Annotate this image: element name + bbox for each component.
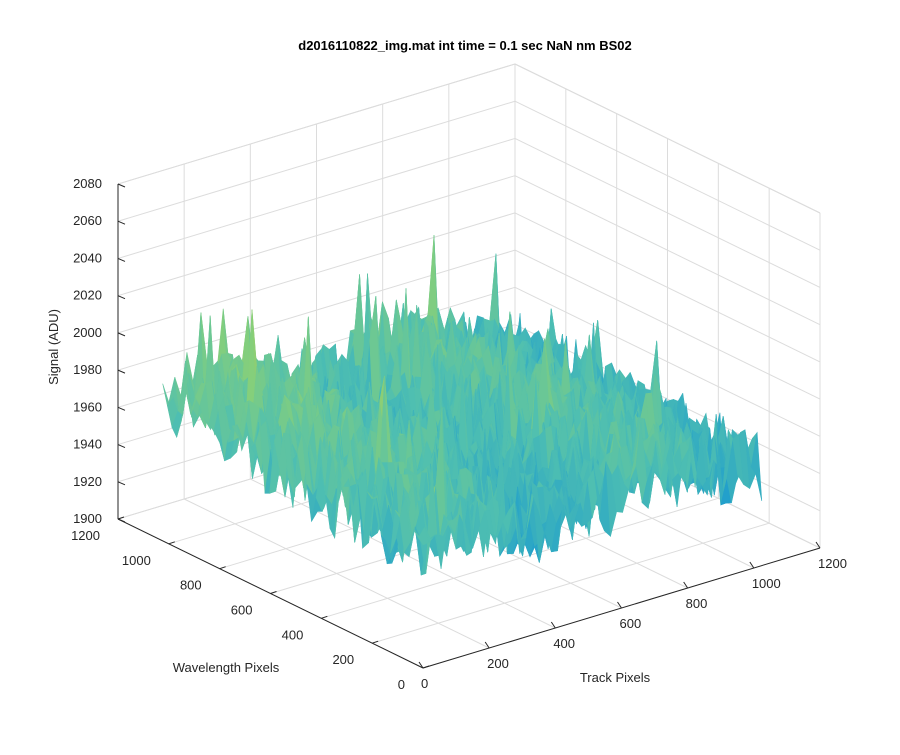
- z-tick-label: 2000: [73, 325, 102, 340]
- z-tick: [117, 183, 126, 188]
- z-tick: [117, 332, 126, 337]
- z-tick-label: 1980: [73, 362, 102, 377]
- x-tick-label: 1000: [752, 576, 781, 591]
- grid-line: [117, 175, 516, 297]
- grid-line: [514, 286, 821, 437]
- grid-line: [117, 249, 516, 371]
- grid-line: [514, 212, 821, 363]
- z-tick: [117, 444, 126, 449]
- grid-line: [514, 249, 821, 400]
- x-tick: [484, 641, 490, 649]
- z-tick: [117, 481, 126, 486]
- surface-mesh: [162, 235, 763, 576]
- y-tick: [270, 591, 277, 594]
- y-tick-label: 200: [332, 652, 354, 667]
- x-tick-label: 200: [487, 656, 509, 671]
- z-tick-label: 2080: [73, 176, 102, 191]
- y-tick: [321, 615, 328, 619]
- axis-tick-labels: 0 200 400 600 800 1000 1200 0 200 400 600 800 1000 12…: [71, 176, 847, 692]
- y-tick: [168, 541, 175, 545]
- y-tick-label: 600: [231, 603, 253, 618]
- z-tick: [117, 518, 126, 523]
- x-tick-label: 1200: [818, 556, 847, 571]
- surface-patch: [750, 432, 763, 501]
- z-tick-label: 2020: [73, 288, 102, 303]
- y-tick-label: 0: [398, 677, 405, 692]
- y-tick-label: 1000: [122, 553, 151, 568]
- x-tick: [815, 541, 821, 549]
- x-tick-label: 600: [620, 616, 642, 631]
- chart-title: d2016110822_img.mat int time = 0.1 sec N…: [298, 38, 631, 53]
- grid-line: [117, 137, 516, 259]
- grid-line: [514, 100, 821, 251]
- z-tick: [117, 257, 126, 262]
- box-edge: [117, 63, 516, 185]
- y-tick-label: 400: [282, 627, 304, 642]
- z-tick: [117, 369, 126, 374]
- x-tick: [418, 661, 424, 669]
- y-tick: [422, 665, 430, 669]
- x-tick: [749, 561, 755, 569]
- z-tick-label: 1920: [73, 474, 102, 489]
- grid-line: [372, 522, 770, 644]
- z-tick-label: 2040: [73, 250, 102, 265]
- y-axis-label: Wavelength Pixels: [173, 660, 280, 675]
- y-tick: [117, 516, 125, 520]
- z-axis-label: Signal (ADU): [46, 309, 61, 385]
- box-edge: [514, 63, 821, 214]
- grid-line: [514, 137, 821, 288]
- x-tick-label: 0: [421, 676, 428, 691]
- x-tick: [683, 581, 689, 589]
- x-tick-label: 400: [553, 636, 575, 651]
- z-tick: [117, 220, 126, 225]
- grid-line: [117, 212, 516, 334]
- z-tick-label: 1900: [73, 511, 102, 526]
- z-tick-label: 1940: [73, 437, 102, 452]
- grid-line: [117, 100, 516, 222]
- z-tick: [117, 406, 126, 411]
- x-tick-label: 800: [686, 596, 708, 611]
- x-axis-label: Track Pixels: [580, 670, 651, 685]
- z-tick: [117, 295, 126, 300]
- axis-lines: [117, 183, 821, 669]
- y-tick: [372, 640, 379, 644]
- y-tick-label: 1200: [71, 528, 100, 543]
- grid-line: [514, 175, 821, 326]
- x-tick: [617, 601, 622, 609]
- z-tick-label: 2060: [73, 213, 102, 228]
- z-tick-label: 1960: [73, 399, 102, 414]
- y-tick: [219, 566, 226, 570]
- grid-line: [321, 497, 719, 619]
- x-tick: [550, 621, 556, 629]
- y-tick-label: 800: [180, 578, 202, 593]
